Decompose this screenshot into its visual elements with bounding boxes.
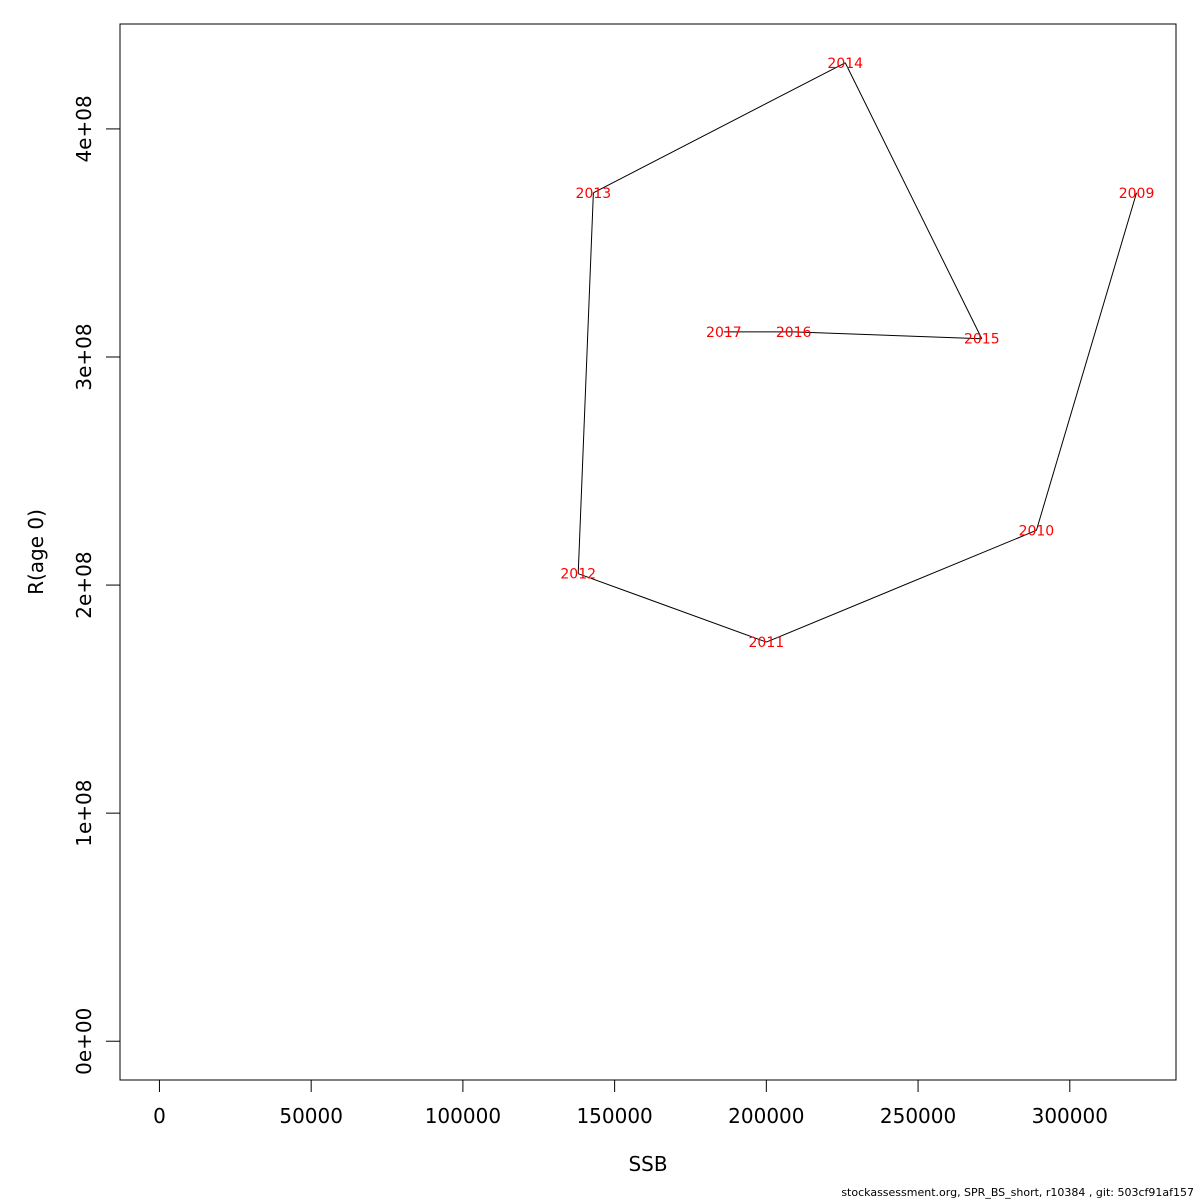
x-tick-label: 50000	[279, 1104, 343, 1128]
x-tick-label: 200000	[728, 1104, 804, 1128]
series-segment	[844, 62, 983, 339]
series-segment	[793, 331, 982, 340]
point-label: 2017	[706, 325, 742, 341]
series-segment	[578, 573, 767, 643]
point-label: 2013	[576, 186, 612, 202]
y-tick-label: 3e+08	[72, 323, 96, 390]
y-tick-label: 0e+00	[72, 1008, 96, 1075]
x-tick-label: 150000	[576, 1104, 652, 1128]
x-axis: 0 50000 100000 150000 200000 250000 300000	[153, 1079, 1108, 1128]
series-segment	[577, 192, 594, 574]
plot-frame	[119, 23, 1177, 1081]
point-label: 2010	[1019, 523, 1055, 539]
x-axis-title: SSB	[628, 1152, 667, 1176]
x-tick-label: 300000	[1032, 1104, 1108, 1128]
point-label: 2016	[776, 325, 812, 341]
y-axis-title: R(age 0)	[24, 509, 48, 595]
footer-credit: stockassessment.org, SPR_BS_short, r1038…	[841, 1186, 1194, 1199]
year-labels: 2009 2010 2011 2012 2013 2014 2015 2016 2017	[560, 56, 1154, 651]
y-tick-label: 2e+08	[72, 551, 96, 618]
ssb-recruitment-series	[577, 62, 1138, 643]
y-tick-label: 4e+08	[72, 95, 96, 162]
point-label: 2012	[560, 567, 596, 583]
x-tick-label: 250000	[880, 1104, 956, 1128]
point-label: 2015	[964, 332, 1000, 348]
x-tick-label: 0	[153, 1104, 166, 1128]
point-label: 2011	[749, 635, 785, 651]
x-tick-label: 100000	[425, 1104, 501, 1128]
point-label: 2009	[1119, 186, 1155, 202]
point-label: 2014	[827, 56, 863, 72]
y-tick-label: 1e+08	[72, 780, 96, 847]
series-segment	[593, 62, 846, 194]
y-axis: 0e+00 1e+08 2e+08 3e+08 4e+08	[72, 95, 121, 1075]
series-segment	[1035, 192, 1138, 531]
series-segment	[766, 529, 1037, 643]
